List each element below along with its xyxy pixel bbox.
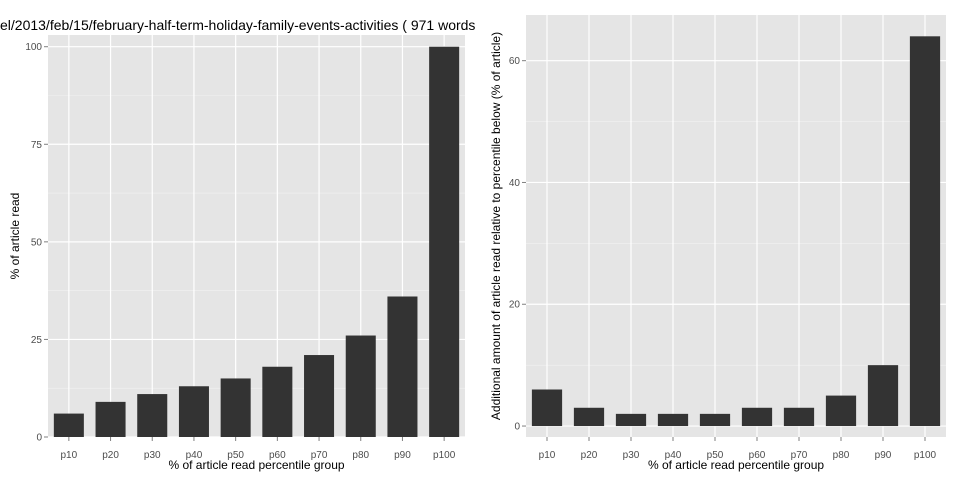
- y-tick-label: 25: [31, 335, 43, 346]
- bar-p100: [429, 46, 460, 437]
- x-tick-label: p60: [749, 450, 766, 461]
- bar-p40: [657, 413, 689, 427]
- y-tick-label: 0: [36, 433, 42, 444]
- x-tick-label: p40: [186, 450, 203, 461]
- bar-p10: [53, 413, 84, 437]
- x-tick-label: p100: [433, 450, 456, 461]
- left-bar-chart: 0 25 50 75 100 p10 p20 p30 p40 p50 p60 p70 p80 p90 p10…: [8, 35, 465, 472]
- y-axis-label: % of article read: [8, 193, 22, 280]
- x-tick-label: p40: [665, 450, 682, 461]
- bar-p70: [783, 407, 815, 427]
- x-tick-label: p10: [61, 450, 78, 461]
- x-tick-label: p20: [581, 450, 598, 461]
- y-tick-label: 40: [509, 178, 521, 189]
- y-tick-label: 0: [514, 422, 520, 433]
- bar-p100: [909, 36, 941, 427]
- x-axis-label: % of article read percentile group: [168, 458, 344, 472]
- x-tick-label: p70: [791, 450, 808, 461]
- bar-p90: [867, 365, 899, 427]
- x-axis-label: % of article read percentile group: [648, 458, 824, 472]
- bar-p20: [573, 407, 605, 427]
- bar-p70: [304, 355, 335, 437]
- x-tick-label: p100: [914, 450, 937, 461]
- bar-p90: [387, 296, 418, 437]
- y-axis-label: Additional amount of article read relati…: [489, 32, 503, 420]
- y-tick-label: 20: [509, 300, 521, 311]
- x-tick-label: p90: [394, 450, 411, 461]
- bar-p50: [220, 378, 251, 437]
- y-tick-label: 75: [31, 140, 43, 151]
- bar-p10: [531, 389, 563, 427]
- x-tick-label: p60: [269, 450, 286, 461]
- x-tick-label: p80: [833, 450, 850, 461]
- x-tick-label: p80: [352, 450, 369, 461]
- x-tick-label: p30: [144, 450, 161, 461]
- y-tick-label: 60: [509, 56, 521, 67]
- bar-p60: [262, 366, 293, 437]
- bar-p30: [615, 413, 647, 427]
- chart-title: el/2013/feb/15/february-half-term-holida…: [0, 17, 475, 33]
- y-tick-label: 100: [25, 42, 42, 53]
- x-tick-label: p10: [539, 450, 556, 461]
- x-tick-label: p20: [102, 450, 119, 461]
- bar-p80: [345, 335, 376, 437]
- x-tick-label: p70: [311, 450, 328, 461]
- bar-p50: [699, 413, 731, 427]
- bar-p30: [137, 394, 168, 437]
- bar-p80: [825, 395, 857, 427]
- y-tick-label: 50: [31, 237, 43, 248]
- x-tick-label: p50: [227, 450, 244, 461]
- right-bar-chart: 0 20 40 60 p10 p20 p30 p40 p50 p60 p70 p80 p90 p100 % …: [489, 15, 946, 472]
- x-tick-label: p30: [623, 450, 640, 461]
- bar-p20: [95, 401, 126, 437]
- bar-p60: [741, 407, 773, 427]
- bar-p40: [178, 386, 209, 437]
- x-tick-label: p90: [875, 450, 892, 461]
- x-tick-label: p50: [707, 450, 724, 461]
